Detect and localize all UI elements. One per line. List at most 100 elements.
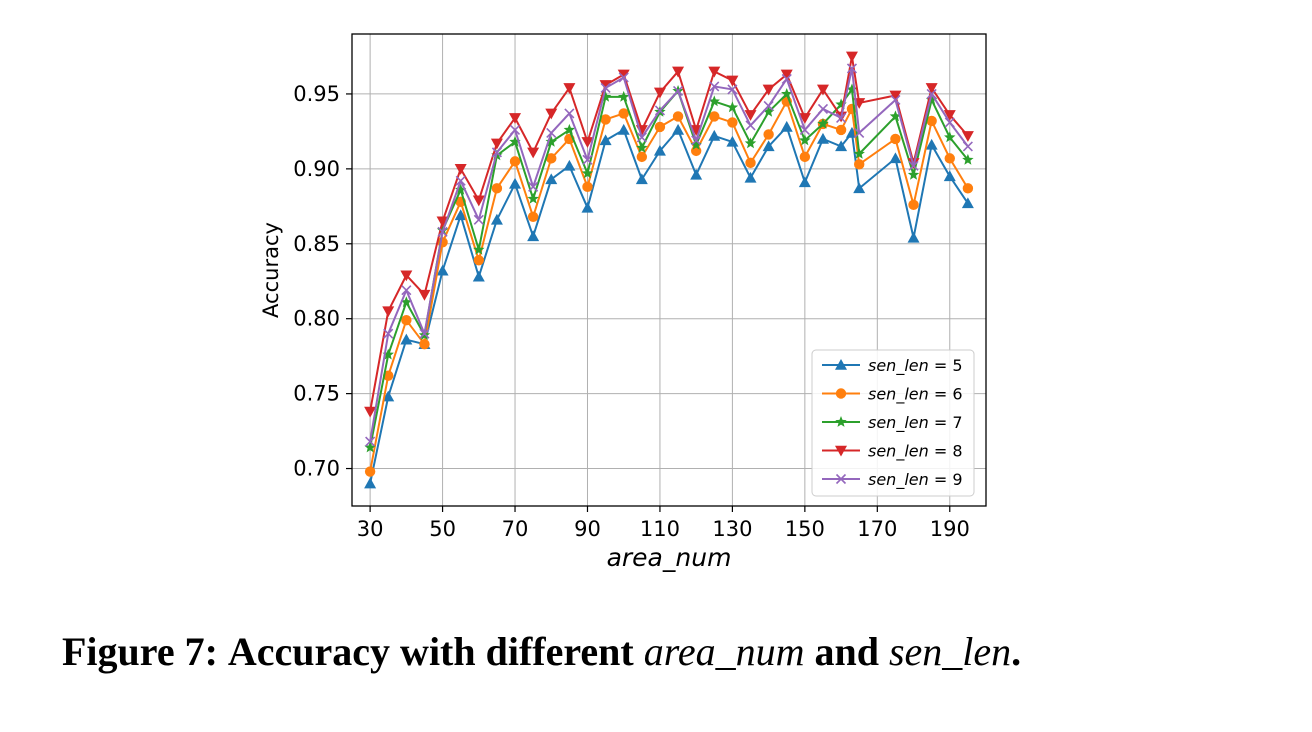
data-point bbox=[418, 289, 431, 301]
data-point bbox=[816, 84, 829, 96]
data-point bbox=[472, 270, 485, 282]
data-point bbox=[709, 111, 720, 122]
legend-marker bbox=[835, 416, 847, 427]
data-point bbox=[636, 141, 648, 153]
data-point bbox=[491, 147, 502, 158]
series-line bbox=[369, 125, 969, 484]
data-point bbox=[672, 85, 684, 97]
data-point bbox=[726, 75, 739, 87]
data-point bbox=[382, 390, 395, 402]
data-point bbox=[401, 314, 412, 326]
data-point bbox=[491, 183, 503, 194]
data-point bbox=[382, 348, 394, 360]
data-point bbox=[436, 264, 449, 276]
data-point bbox=[545, 173, 558, 185]
data-point bbox=[854, 127, 865, 138]
data-point bbox=[817, 103, 829, 114]
data-point bbox=[781, 87, 793, 99]
data-point bbox=[845, 51, 858, 63]
data-point bbox=[636, 151, 648, 163]
legend-marker bbox=[835, 359, 847, 370]
data-point bbox=[600, 114, 611, 125]
data-point bbox=[708, 66, 721, 78]
y-tick-label: 0.85 bbox=[293, 232, 340, 256]
data-point bbox=[509, 156, 521, 167]
data-point bbox=[618, 72, 629, 83]
x-tick-label: 50 bbox=[429, 517, 456, 541]
series-5 bbox=[364, 120, 974, 489]
y-axis-label: Accuracy bbox=[259, 222, 283, 318]
data-point bbox=[654, 105, 666, 116]
legend-marker bbox=[835, 388, 847, 399]
data-point bbox=[798, 113, 811, 124]
legend-marker bbox=[835, 473, 847, 485]
data-point bbox=[853, 147, 865, 159]
data-point bbox=[962, 183, 974, 194]
data-point bbox=[364, 466, 376, 477]
data-point bbox=[490, 213, 503, 225]
data-point bbox=[944, 153, 955, 164]
caption-label: Figure 7: bbox=[62, 629, 218, 674]
data-point bbox=[382, 306, 395, 318]
data-point bbox=[781, 73, 792, 85]
data-point bbox=[925, 93, 938, 105]
data-point bbox=[835, 98, 847, 110]
data-point bbox=[473, 243, 485, 255]
data-point bbox=[763, 129, 774, 140]
data-point bbox=[889, 152, 902, 164]
data-point bbox=[745, 157, 756, 169]
data-point bbox=[846, 83, 858, 95]
data-point bbox=[961, 131, 974, 142]
legend-box bbox=[811, 349, 975, 497]
data-point bbox=[636, 132, 647, 143]
data-point bbox=[654, 121, 666, 133]
legend-label: sen_len = 6 bbox=[868, 385, 963, 405]
data-point bbox=[400, 296, 413, 308]
y-tick-label: 0.80 bbox=[293, 307, 340, 331]
data-point bbox=[365, 436, 376, 447]
data-point bbox=[581, 201, 594, 213]
data-point bbox=[545, 108, 558, 120]
data-point bbox=[835, 140, 848, 152]
data-point bbox=[527, 230, 540, 242]
data-point bbox=[563, 159, 576, 171]
data-point bbox=[364, 406, 377, 418]
data-point bbox=[726, 101, 739, 113]
data-point bbox=[563, 123, 576, 135]
data-point bbox=[925, 138, 938, 150]
figure-caption: Figure 7: Accuracy with different area_n… bbox=[62, 628, 1262, 675]
data-point bbox=[490, 138, 503, 150]
data-point bbox=[383, 328, 394, 339]
data-point bbox=[582, 154, 593, 165]
data-point bbox=[419, 328, 430, 339]
data-point bbox=[509, 135, 521, 147]
series-line bbox=[369, 55, 969, 412]
x-tick-label: 70 bbox=[502, 517, 529, 541]
data-point bbox=[599, 80, 612, 91]
series-layer bbox=[364, 51, 974, 489]
legend-entry: sen_len = 8 bbox=[822, 442, 963, 462]
data-point bbox=[744, 137, 757, 149]
data-point bbox=[672, 111, 684, 122]
data-point bbox=[799, 151, 811, 163]
data-point bbox=[762, 105, 775, 117]
legend-entry: sen_len = 6 bbox=[822, 385, 963, 405]
data-point bbox=[925, 83, 938, 94]
data-point bbox=[926, 115, 937, 127]
data-point bbox=[846, 63, 858, 74]
legend-entry: sen_len = 7 bbox=[822, 413, 963, 433]
x-tick-label: 110 bbox=[640, 517, 680, 541]
data-point bbox=[944, 131, 956, 143]
data-point bbox=[835, 124, 847, 136]
x-tick-label: 90 bbox=[574, 517, 601, 541]
data-point bbox=[618, 90, 630, 102]
data-point bbox=[943, 170, 956, 182]
data-point bbox=[437, 226, 448, 237]
accuracy-line-chart: 30 50 70 90 110 130 150 170 190 0.70 0.75 0.80 0.85 0… bbox=[259, 33, 987, 572]
data-point bbox=[890, 133, 901, 145]
data-point bbox=[617, 123, 630, 135]
data-point bbox=[780, 69, 793, 81]
data-point bbox=[582, 181, 593, 193]
data-point bbox=[509, 113, 522, 124]
grid-lines bbox=[352, 34, 986, 506]
